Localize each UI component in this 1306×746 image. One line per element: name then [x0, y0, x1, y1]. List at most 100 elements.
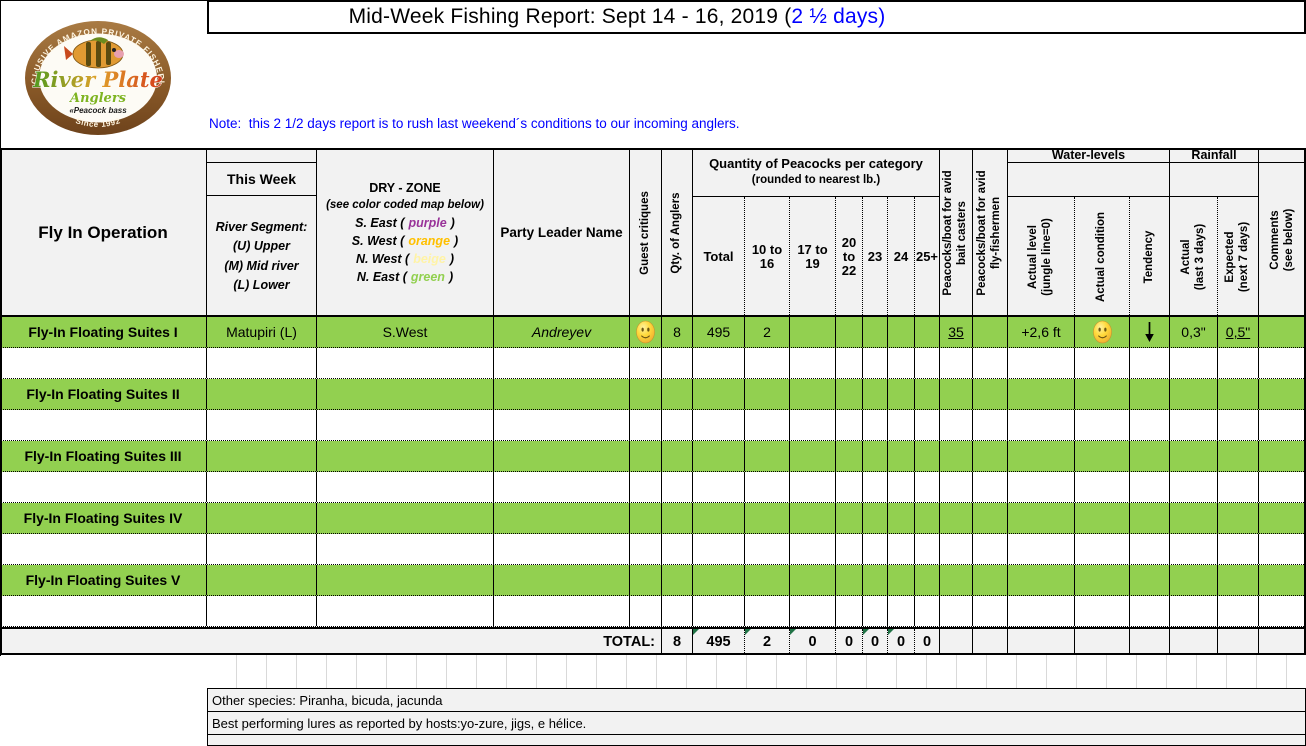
cell-empty-r8c2[interactable] [207, 534, 317, 564]
cell-zone-r1c3[interactable]: S.West [317, 317, 494, 347]
cell-empty-r7c17[interactable] [1075, 503, 1130, 533]
cell-empty-r6c8[interactable] [745, 472, 790, 502]
cell-empty-r9c17[interactable] [1075, 565, 1130, 595]
cell-empty-r5c4[interactable] [494, 441, 630, 471]
cell-empty-r4c21[interactable] [1259, 410, 1306, 440]
cell-rain-actual-r1c19[interactable]: 0,3" [1170, 317, 1218, 347]
cell-empty-r6c1[interactable] [0, 472, 207, 502]
cell-empty-r3c2[interactable] [207, 379, 317, 409]
cell-empty-r7c18[interactable] [1130, 503, 1170, 533]
cell-empty-r8c19[interactable] [1170, 534, 1218, 564]
cell-empty-r8c1[interactable] [0, 534, 207, 564]
cell-empty-r8c17[interactable] [1075, 534, 1130, 564]
cell-empty-r2c12[interactable] [888, 348, 915, 378]
cell-empty-r2c1[interactable] [0, 348, 207, 378]
cell-empty-r10c13[interactable] [915, 596, 940, 626]
cell-empty-r8c21[interactable] [1259, 534, 1306, 564]
cell-empty-r7c11[interactable] [863, 503, 888, 533]
cell-empty-r10c6[interactable] [662, 596, 693, 626]
cell-empty-r2c21[interactable] [1259, 348, 1306, 378]
row-label-r3c1[interactable]: Fly-In Floating Suites II [0, 379, 207, 409]
cell-empty-r3c19[interactable] [1170, 379, 1218, 409]
cell-empty-r6c9[interactable] [790, 472, 836, 502]
header-comments-spacer[interactable] [1259, 148, 1306, 163]
cell-empty-r4c20[interactable] [1218, 410, 1259, 440]
cell-empty-r6c19[interactable] [1170, 472, 1218, 502]
cell-empty-r8c6[interactable] [662, 534, 693, 564]
cell-empty-r9c4[interactable] [494, 565, 630, 595]
cell-empty-r8c8[interactable] [745, 534, 790, 564]
cell-empty-r6c7[interactable] [693, 472, 745, 502]
cell-empty-r4c18[interactable] [1130, 410, 1170, 440]
cell-empty-r8c20[interactable] [1218, 534, 1259, 564]
cell-empty-r6c16[interactable] [1008, 472, 1075, 502]
total-empty-c14[interactable] [940, 629, 973, 655]
cell-empty-r2c4[interactable] [494, 348, 630, 378]
cell-empty-r4c16[interactable] [1008, 410, 1075, 440]
cell-empty-r3c3[interactable] [317, 379, 494, 409]
total-value-7[interactable]: 0 [915, 629, 940, 655]
cell-empty-r9c20[interactable] [1218, 565, 1259, 595]
total-empty-c18[interactable] [1130, 629, 1170, 655]
header-dry-zone[interactable]: DRY - ZONE (see color coded map below) S… [317, 148, 494, 317]
cell-empty-r2c10[interactable] [836, 348, 863, 378]
cell-empty-r8c5[interactable] [630, 534, 662, 564]
header-comments[interactable]: Comments (see below) [1259, 163, 1306, 317]
total-anglers[interactable]: 8 [662, 629, 693, 655]
cell-empty-r2c14[interactable] [940, 348, 973, 378]
cell-empty-r2c3[interactable] [317, 348, 494, 378]
cell-empty-r9c5[interactable] [630, 565, 662, 595]
header-rain-expected[interactable]: Expected (next 7 days) [1218, 197, 1259, 317]
cell-empty-r4c15[interactable] [973, 410, 1008, 440]
total-value-6[interactable]: 0 [888, 629, 915, 655]
cell-empty-r9c7[interactable] [693, 565, 745, 595]
cell-bait-r1c14[interactable]: 35 [940, 317, 973, 347]
cell-level-r1c16[interactable]: +2,6 ft [1008, 317, 1075, 347]
cell-empty-r7c14[interactable] [940, 503, 973, 533]
cell-empty-r9c9[interactable] [790, 565, 836, 595]
cell-empty-r9c2[interactable] [207, 565, 317, 595]
cell-empty-r4c3[interactable] [317, 410, 494, 440]
total-empty-c19[interactable] [1170, 629, 1218, 655]
header-this-week-spacer[interactable] [207, 148, 317, 163]
header-party-leader-name[interactable]: Party Leader Name [494, 148, 630, 317]
cell-empty-r5c16[interactable] [1008, 441, 1075, 471]
cell-empty-r10c21[interactable] [1259, 596, 1306, 626]
header-water-levels-spacer[interactable] [1008, 163, 1170, 197]
cell-empty-r10c18[interactable] [1130, 596, 1170, 626]
cell-empty-r2c13[interactable] [915, 348, 940, 378]
cell-empty-r7c20[interactable] [1218, 503, 1259, 533]
cell-empty-r8c4[interactable] [494, 534, 630, 564]
cell-empty-r5c14[interactable] [940, 441, 973, 471]
cell-empty-r3c21[interactable] [1259, 379, 1306, 409]
cell-empty-r3c15[interactable] [973, 379, 1008, 409]
cell-empty-r5c10[interactable] [836, 441, 863, 471]
other-species-row[interactable]: Other species: Piranha, bicuda, jacunda [208, 689, 1305, 712]
cell-empty-r4c6[interactable] [662, 410, 693, 440]
cell-empty-r9c13[interactable] [915, 565, 940, 595]
cell-empty-r5c12[interactable] [888, 441, 915, 471]
header-this-week[interactable]: This Week [207, 163, 317, 196]
cell-empty-r2c18[interactable] [1130, 348, 1170, 378]
cell-empty-r8c9[interactable] [790, 534, 836, 564]
header-cat-17-19[interactable]: 17 to 19 [790, 197, 836, 317]
cell-empty-r5c20[interactable] [1218, 441, 1259, 471]
cell-empty-r9c18[interactable] [1130, 565, 1170, 595]
cell-empty-r2c9[interactable] [790, 348, 836, 378]
cell-empty-r6c17[interactable] [1075, 472, 1130, 502]
cell-empty-r4c5[interactable] [630, 410, 662, 440]
cell-empty-r1c11[interactable] [863, 317, 888, 347]
header-rain-actual[interactable]: Actual (last 3 days) [1170, 197, 1218, 317]
cell-empty-r6c18[interactable] [1130, 472, 1170, 502]
cell-empty-r10c8[interactable] [745, 596, 790, 626]
cell-smiley-r1c5[interactable] [630, 317, 662, 347]
cell-empty-r7c10[interactable] [836, 503, 863, 533]
cell-empty-r10c20[interactable] [1218, 596, 1259, 626]
header-guest-critiques[interactable]: Guest critiques [630, 148, 662, 317]
cell-empty-r6c12[interactable] [888, 472, 915, 502]
cell-empty-r3c13[interactable] [915, 379, 940, 409]
cell-empty-r8c14[interactable] [940, 534, 973, 564]
total-empty-c17[interactable] [1075, 629, 1130, 655]
header-actual-condition[interactable]: Actual condition [1075, 197, 1130, 317]
cell-empty-r4c8[interactable] [745, 410, 790, 440]
